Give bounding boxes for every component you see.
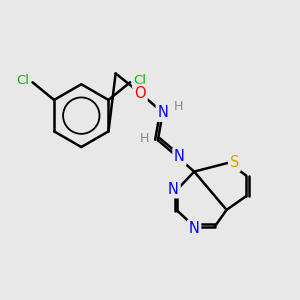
Text: O: O — [134, 85, 146, 100]
Text: H: H — [140, 132, 149, 145]
Text: N: N — [168, 182, 179, 197]
Text: N: N — [189, 221, 200, 236]
Text: S: S — [230, 155, 239, 170]
Text: N: N — [174, 149, 185, 164]
Text: H: H — [174, 100, 183, 113]
Text: Cl: Cl — [16, 74, 29, 87]
Text: Cl: Cl — [134, 74, 146, 87]
Text: N: N — [157, 105, 168, 120]
